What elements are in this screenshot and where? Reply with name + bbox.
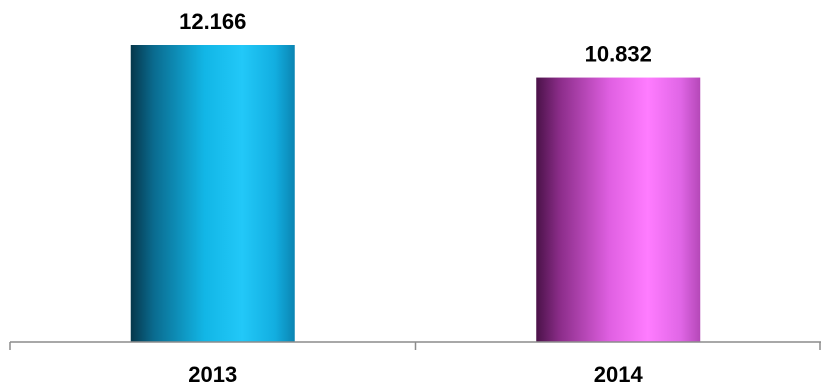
bar-2013	[130, 45, 295, 342]
data-label-2013: 12.166	[179, 9, 246, 34]
data-label-2014: 10.832	[585, 42, 652, 67]
x-tick-label-2014: 2014	[594, 362, 644, 387]
x-tick-label-2013: 2013	[188, 362, 237, 387]
bar-2014	[536, 77, 701, 342]
